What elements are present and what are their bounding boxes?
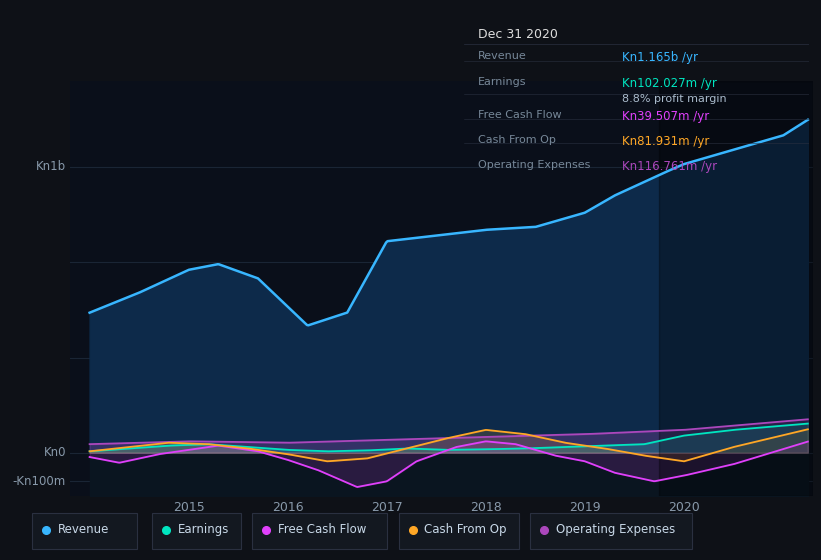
FancyBboxPatch shape — [252, 512, 388, 549]
Text: Earnings: Earnings — [478, 77, 526, 87]
Text: Kn1b: Kn1b — [36, 160, 66, 174]
Text: Revenue: Revenue — [478, 51, 526, 61]
Text: Cash From Op: Cash From Op — [424, 523, 507, 536]
FancyBboxPatch shape — [530, 512, 692, 549]
Text: Dec 31 2020: Dec 31 2020 — [478, 28, 557, 41]
Text: Free Cash Flow: Free Cash Flow — [478, 110, 562, 120]
FancyBboxPatch shape — [152, 512, 241, 549]
Text: Free Cash Flow: Free Cash Flow — [277, 523, 366, 536]
FancyBboxPatch shape — [399, 512, 519, 549]
Text: Operating Expenses: Operating Expenses — [556, 523, 675, 536]
Text: Kn81.931m /yr: Kn81.931m /yr — [622, 135, 710, 148]
Text: -Kn100m: -Kn100m — [13, 475, 66, 488]
Text: Earnings: Earnings — [177, 523, 229, 536]
Text: Kn39.507m /yr: Kn39.507m /yr — [622, 110, 709, 123]
Text: 8.8% profit margin: 8.8% profit margin — [622, 94, 727, 104]
Text: Operating Expenses: Operating Expenses — [478, 160, 590, 170]
Text: Cash From Op: Cash From Op — [478, 135, 556, 145]
FancyBboxPatch shape — [32, 512, 136, 549]
Text: Kn116.761m /yr: Kn116.761m /yr — [622, 160, 718, 173]
Bar — [659, 81, 813, 496]
Text: Revenue: Revenue — [57, 523, 109, 536]
Text: Kn102.027m /yr: Kn102.027m /yr — [622, 77, 718, 90]
Text: Kn0: Kn0 — [44, 446, 66, 459]
Text: Kn1.165b /yr: Kn1.165b /yr — [622, 51, 699, 64]
